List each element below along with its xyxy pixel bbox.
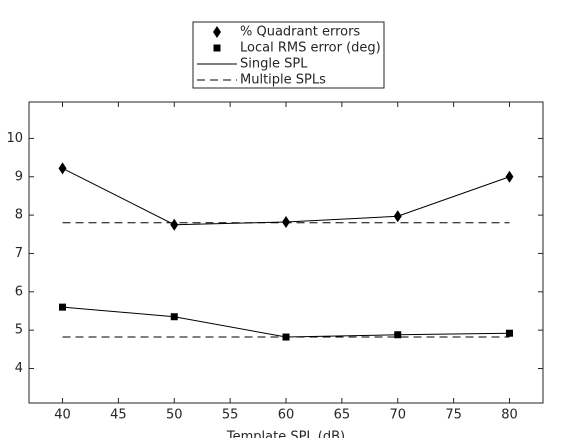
- legend-label: % Quadrant errors: [240, 25, 360, 40]
- y-tick-label: 4: [15, 361, 23, 376]
- legend-box: [192, 21, 385, 89]
- x-tick-label: 40: [54, 408, 71, 423]
- data-point: [505, 170, 514, 183]
- x-tick-label: 65: [334, 408, 351, 423]
- legend-marker: [213, 26, 221, 38]
- data-point: [393, 210, 402, 223]
- x-tick-label: 45: [110, 408, 127, 423]
- data-point: [505, 329, 513, 337]
- legend-label: Single SPL: [240, 57, 308, 72]
- x-tick-label: 70: [389, 408, 406, 423]
- legend-marker: [213, 44, 221, 52]
- y-tick-label: 5: [15, 323, 23, 338]
- data-point: [58, 162, 67, 175]
- data-point: [394, 331, 402, 339]
- x-tick-label: 55: [222, 408, 239, 423]
- data-point: [170, 218, 179, 231]
- data-point: [59, 303, 67, 311]
- y-tick-label: 8: [15, 208, 23, 223]
- x-tick-label: 80: [501, 408, 518, 423]
- legend-label: Local RMS error (deg): [240, 41, 381, 56]
- y-tick-label: 7: [15, 246, 23, 261]
- x-tick-label: 60: [278, 408, 295, 423]
- y-tick-label: 9: [15, 169, 23, 184]
- y-tick-label: 10: [6, 131, 23, 146]
- x-tick-label: 75: [445, 408, 462, 423]
- data-point: [170, 313, 178, 321]
- y-tick-label: 6: [15, 284, 23, 299]
- x-axis-label: Template SPL (dB): [226, 430, 345, 438]
- data-point: [282, 216, 290, 229]
- plot-frame: [28, 101, 544, 404]
- legend-label: Multiple SPLs: [240, 73, 326, 88]
- x-tick-label: 50: [166, 408, 183, 423]
